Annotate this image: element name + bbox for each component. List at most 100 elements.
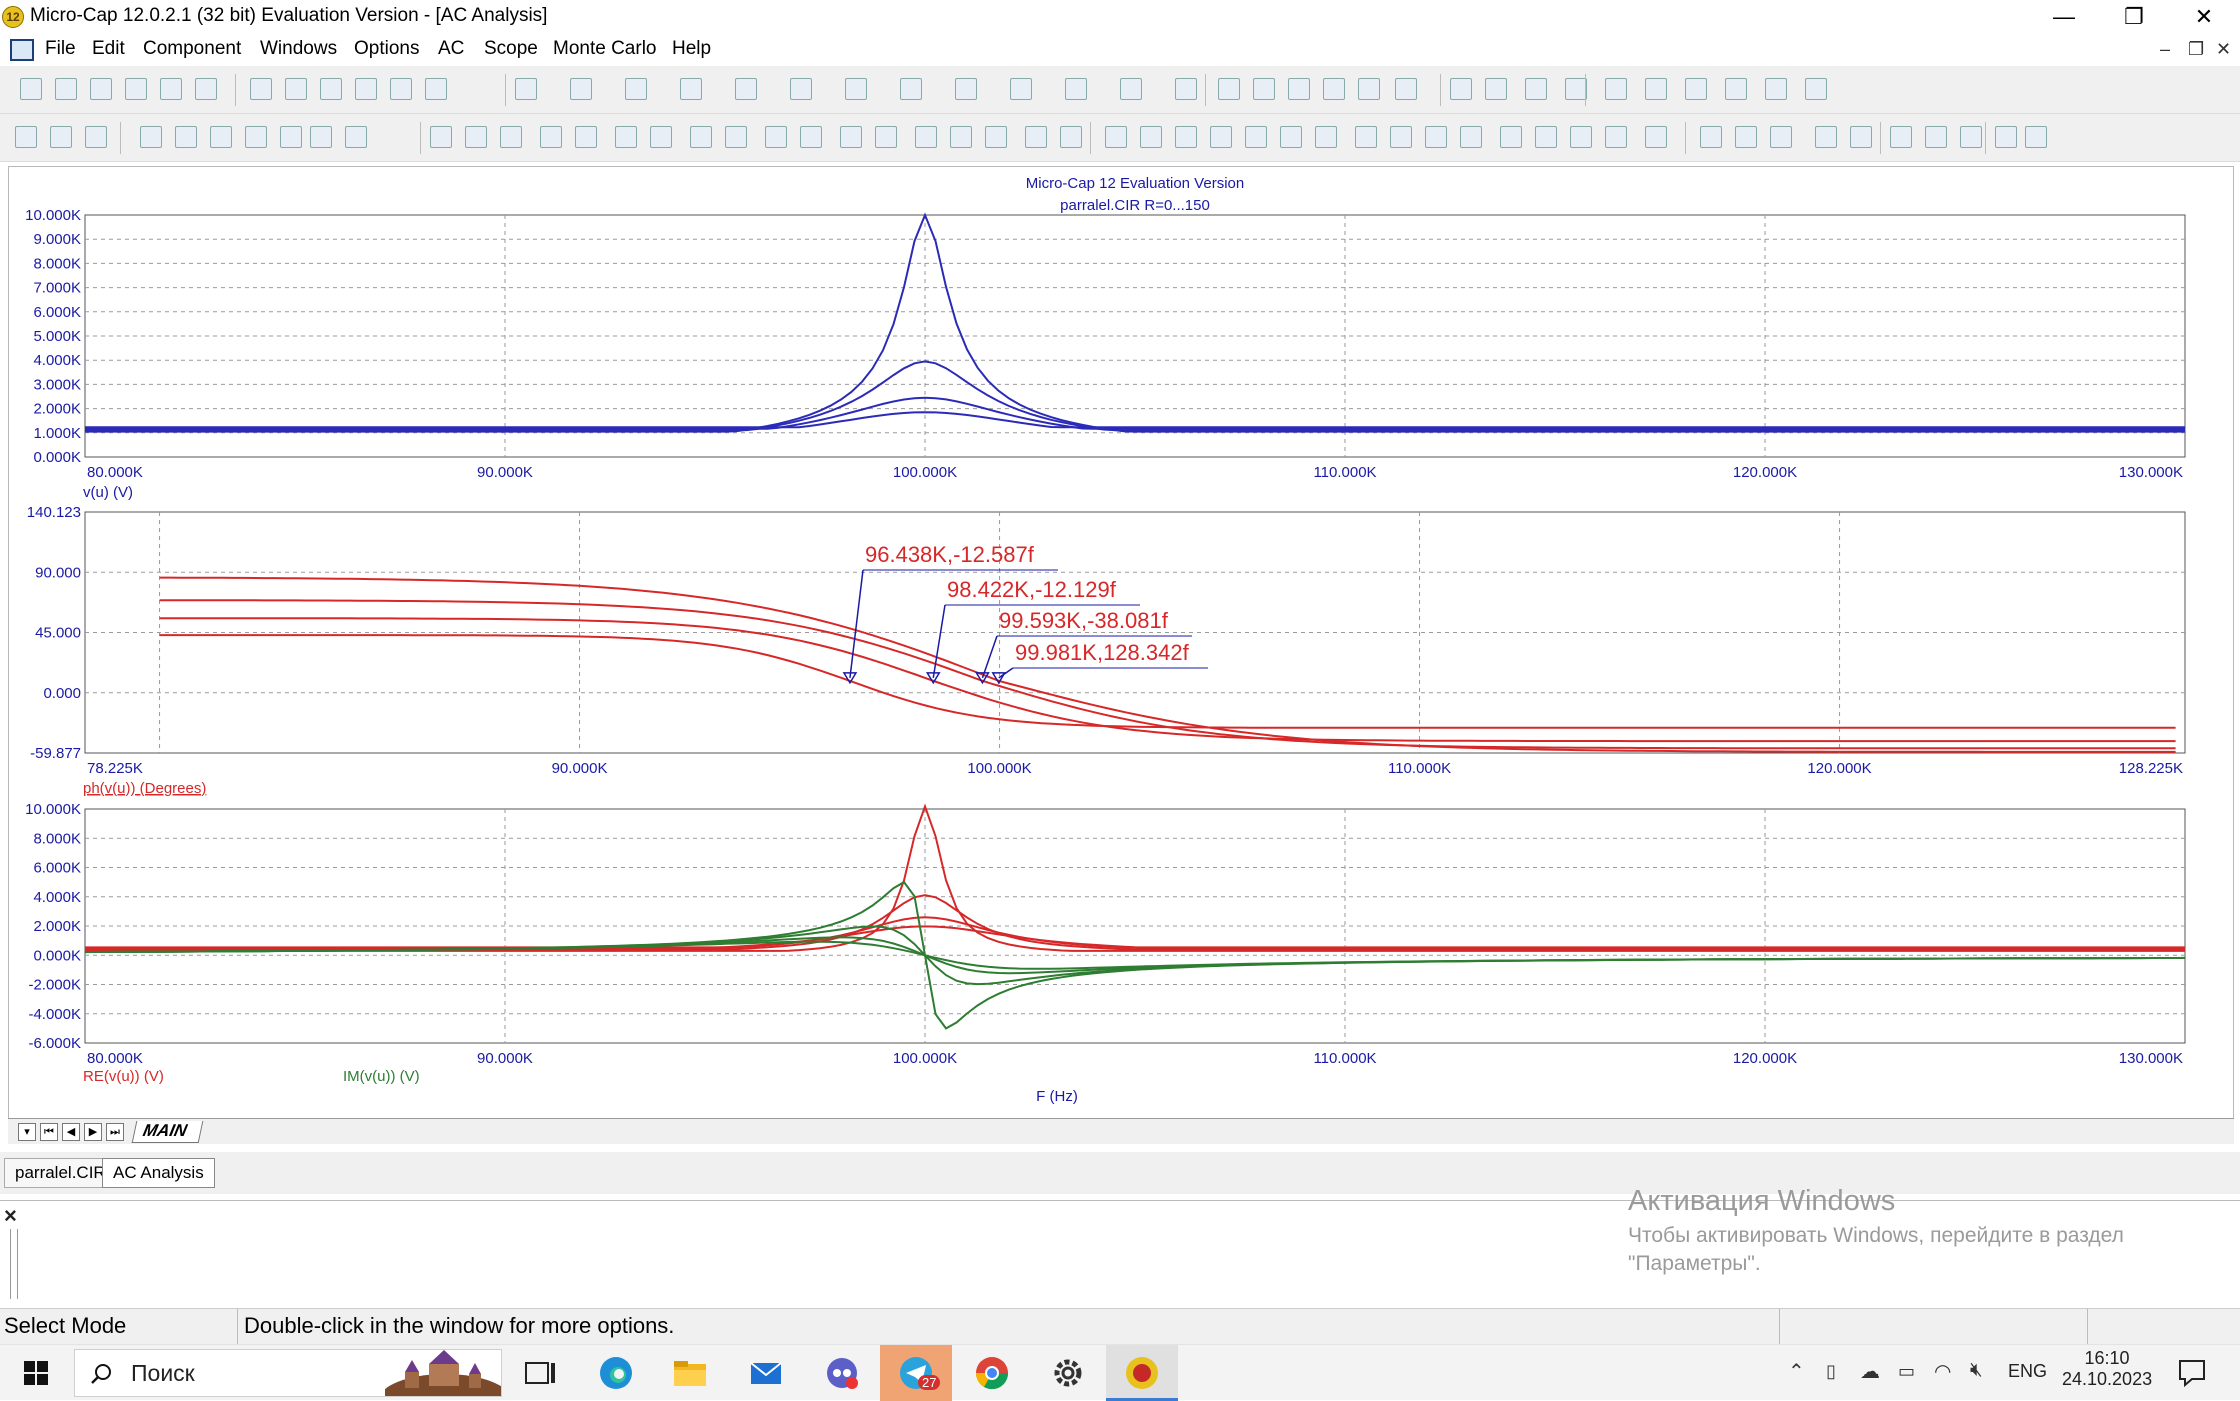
messenger-icon[interactable]: [822, 1353, 862, 1393]
settings-gear-icon[interactable]: [1048, 1353, 1088, 1393]
toolbar2-button-40[interactable]: [1500, 126, 1522, 148]
toolbar1-button-28[interactable]: [1288, 78, 1310, 100]
toolbar2-button-25[interactable]: [950, 126, 972, 148]
toolbar1-button-24[interactable]: [1120, 78, 1142, 100]
toolbar2-button-22[interactable]: [840, 126, 862, 148]
toolbar2-button-28[interactable]: [1060, 126, 1082, 148]
toolbar2-button-49[interactable]: [1850, 126, 1872, 148]
chrome-icon[interactable]: [972, 1353, 1012, 1393]
toolbar2-button-13[interactable]: [500, 126, 522, 148]
tray-device-icon[interactable]: ▯: [1826, 1361, 1836, 1381]
toolbar1-button-9[interactable]: [320, 78, 342, 100]
toolbar2-button-34[interactable]: [1280, 126, 1302, 148]
mdi-restore-button[interactable]: ❐: [2188, 39, 2205, 59]
toolbar2-button-33[interactable]: [1245, 126, 1267, 148]
toolbar1-button-40[interactable]: [1765, 78, 1787, 100]
toolbar1-button-16[interactable]: [680, 78, 702, 100]
toolbar1-button-5[interactable]: [160, 78, 182, 100]
toolbar2-button-18[interactable]: [690, 126, 712, 148]
toolbar2-button-53[interactable]: [1995, 126, 2017, 148]
onedrive-icon[interactable]: ☁: [1860, 1361, 1880, 1383]
toolbar1-button-35[interactable]: [1565, 78, 1587, 100]
task-view-icon[interactable]: [520, 1353, 560, 1393]
toolbar2-button-2[interactable]: [50, 126, 72, 148]
toolbar1-button-23[interactable]: [1065, 78, 1087, 100]
toolbar1-button-33[interactable]: [1485, 78, 1507, 100]
toolbar2-button-6[interactable]: [210, 126, 232, 148]
notification-icon[interactable]: [2176, 1357, 2208, 1389]
toolbar2-button-29[interactable]: [1105, 126, 1127, 148]
toolbar1-button-15[interactable]: [625, 78, 647, 100]
toolbar2-button-19[interactable]: [725, 126, 747, 148]
toolbar2-button-43[interactable]: [1605, 126, 1627, 148]
menu-scope[interactable]: Scope: [484, 38, 538, 59]
tab-nav-menu-icon[interactable]: ▾: [18, 1123, 36, 1141]
wifi-icon[interactable]: ◠: [1934, 1361, 1952, 1383]
toolbar2-button-46[interactable]: [1735, 126, 1757, 148]
output-close-icon[interactable]: ×: [4, 1203, 17, 1228]
toolbar1-button-20[interactable]: [900, 78, 922, 100]
toolbar1-button-41[interactable]: [1805, 78, 1827, 100]
toolbar2-button-35[interactable]: [1315, 126, 1337, 148]
toolbar2-button-45[interactable]: [1700, 126, 1722, 148]
toolbar1-button-25[interactable]: [1175, 78, 1197, 100]
menu-ac[interactable]: AC: [438, 38, 465, 59]
toolbar2-button-51[interactable]: [1925, 126, 1947, 148]
toolbar2-button-32[interactable]: [1210, 126, 1232, 148]
doc-tab-parralel[interactable]: parralel.CIR: [4, 1158, 117, 1188]
toolbar1-button-3[interactable]: [90, 78, 112, 100]
plot-canvas[interactable]: 10.000K 9.000K 8.000K 7.000K 6.000K 5.000K 4.0…: [9, 167, 2235, 1129]
toolbar1-button-37[interactable]: [1645, 78, 1667, 100]
toolbar2-button-10[interactable]: [345, 126, 367, 148]
menu-help[interactable]: Help: [672, 38, 712, 59]
menu-windows[interactable]: Windows: [260, 38, 338, 59]
toolbar2-button-38[interactable]: [1425, 126, 1447, 148]
tab-next-icon[interactable]: ▶: [84, 1123, 102, 1141]
toolbar1-button-10[interactable]: [355, 78, 377, 100]
mdi-minimize-button[interactable]: –: [2160, 39, 2171, 59]
toolbar2-button-1[interactable]: [15, 126, 37, 148]
toolbar1-button-4[interactable]: [125, 78, 147, 100]
menu-options[interactable]: Options: [354, 38, 420, 59]
toolbar2-button-3[interactable]: [85, 126, 107, 148]
toolbar2-button-14[interactable]: [540, 126, 562, 148]
toolbar2-button-12[interactable]: [465, 126, 487, 148]
tray-chevron-icon[interactable]: ⌃: [1788, 1361, 1805, 1383]
menu-monte-carlo[interactable]: Monte Carlo: [553, 38, 657, 59]
toolbar1-button-39[interactable]: [1725, 78, 1747, 100]
toolbar1-button-27[interactable]: [1253, 78, 1275, 100]
close-button[interactable]: ✕: [2194, 4, 2214, 29]
language-indicator[interactable]: ENG: [2008, 1361, 2048, 1381]
toolbar2-button-4[interactable]: [140, 126, 162, 148]
plot-area[interactable]: 10.000K 9.000K 8.000K 7.000K 6.000K 5.000K 4.0…: [8, 166, 2234, 1128]
toolbar2-button-27[interactable]: [1025, 126, 1047, 148]
toolbar2-button-15[interactable]: [575, 126, 597, 148]
toolbar2-button-24[interactable]: [915, 126, 937, 148]
toolbar2-button-9[interactable]: [310, 126, 332, 148]
toolbar2-button-42[interactable]: [1570, 126, 1592, 148]
toolbar1-button-1[interactable]: [20, 78, 42, 100]
toolbar2-button-39[interactable]: [1460, 126, 1482, 148]
toolbar2-button-31[interactable]: [1175, 126, 1197, 148]
document-icon[interactable]: [10, 39, 34, 61]
toolbar1-button-31[interactable]: [1395, 78, 1417, 100]
toolbar1-button-11[interactable]: [390, 78, 412, 100]
toolbar2-button-26[interactable]: [985, 126, 1007, 148]
toolbar1-button-2[interactable]: [55, 78, 77, 100]
toolbar1-button-32[interactable]: [1450, 78, 1472, 100]
volume-muted-icon[interactable]: 🔇︎: [1970, 1359, 1983, 1381]
toolbar2-button-7[interactable]: [245, 126, 267, 148]
toolbar1-button-29[interactable]: [1323, 78, 1345, 100]
toolbar1-button-14[interactable]: [570, 78, 592, 100]
toolbar2-button-8[interactable]: [280, 126, 302, 148]
minimize-button[interactable]: —: [2053, 4, 2075, 29]
battery-icon[interactable]: ▭: [1898, 1361, 1916, 1381]
toolbar2-button-54[interactable]: [2025, 126, 2047, 148]
toolbar2-button-16[interactable]: [615, 126, 637, 148]
toolbar2-button-20[interactable]: [765, 126, 787, 148]
toolbar1-button-6[interactable]: [195, 78, 217, 100]
microcap-taskbar-button[interactable]: [1106, 1345, 1178, 1401]
search-box[interactable]: Поиск: [74, 1349, 502, 1397]
toolbar1-button-12[interactable]: [425, 78, 447, 100]
toolbar2-button-41[interactable]: [1535, 126, 1557, 148]
